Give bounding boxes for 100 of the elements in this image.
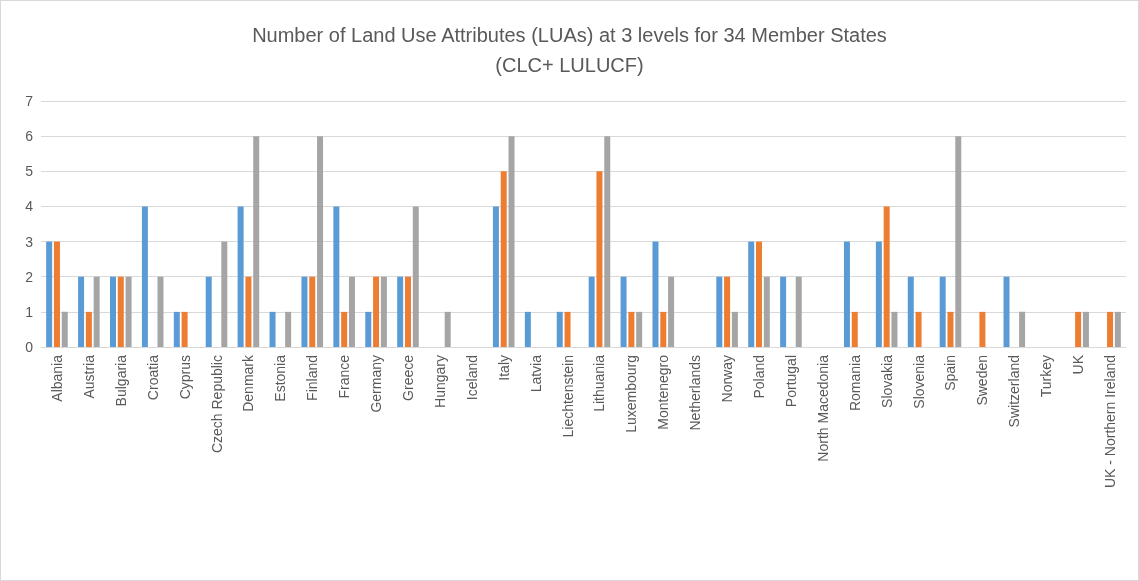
bar	[85, 311, 92, 347]
bar	[508, 136, 515, 347]
bar	[939, 276, 946, 347]
bar	[109, 276, 116, 347]
bar	[341, 311, 348, 347]
x-tick-label: Denmark	[240, 354, 257, 412]
bar	[348, 276, 355, 347]
bar	[500, 171, 507, 347]
bar	[795, 276, 802, 347]
bar	[253, 136, 260, 347]
bar	[492, 206, 499, 347]
bar	[1107, 311, 1114, 347]
bar	[883, 206, 890, 347]
bar	[955, 136, 962, 347]
y-tick-label: 7	[25, 93, 34, 109]
y-tick-label: 1	[25, 303, 34, 320]
y-tick-label: 4	[25, 198, 34, 215]
x-tick-label: Germany	[368, 355, 385, 413]
bar	[444, 311, 451, 347]
x-tick-label: North Macedonia	[814, 354, 831, 462]
y-tick-label: 3	[25, 233, 34, 250]
x-tick-label: Sweden	[974, 355, 991, 406]
x-tick-label: Lithuania	[591, 354, 608, 412]
bar	[78, 276, 85, 347]
bar	[237, 206, 244, 347]
x-tick-label: Netherlands	[687, 355, 704, 431]
x-tick-label: Bulgaria	[112, 354, 129, 407]
bar	[748, 241, 755, 347]
bar	[205, 276, 212, 347]
bar	[652, 241, 659, 347]
x-tick-label: Luxembourg	[623, 355, 640, 433]
bar	[596, 171, 603, 347]
bar	[380, 276, 387, 347]
bar	[564, 311, 571, 347]
bar	[979, 311, 986, 347]
x-tick-label: Romania	[846, 354, 863, 412]
bar	[756, 241, 763, 347]
bar	[620, 276, 627, 347]
x-tick-label: Portugal	[782, 355, 799, 408]
x-tick-label: Croatia	[144, 354, 161, 401]
y-tick-label: 6	[25, 128, 34, 145]
x-tick-label: Greece	[399, 354, 416, 401]
bar	[588, 276, 595, 347]
x-tick-label: Latvia	[527, 354, 544, 393]
bar	[404, 276, 411, 347]
x-tick-label: Iceland	[463, 355, 480, 401]
bar	[628, 311, 635, 347]
bar	[269, 311, 276, 347]
bar	[93, 276, 100, 347]
bar	[61, 311, 68, 347]
bar	[46, 241, 53, 347]
x-tick-label: UK	[1070, 354, 1087, 375]
bar	[947, 311, 954, 347]
bar	[891, 311, 898, 347]
bar	[221, 241, 228, 347]
bar	[1019, 311, 1026, 347]
bar	[780, 276, 787, 347]
bar	[173, 311, 180, 347]
x-tick-label: Finland	[304, 355, 321, 401]
bar	[157, 276, 164, 347]
bar	[524, 311, 531, 347]
bar	[125, 276, 132, 347]
y-tick-label: 5	[25, 163, 34, 180]
x-tick-label: Slovakia	[878, 354, 895, 408]
bar	[317, 136, 324, 347]
x-tick-label: Poland	[751, 355, 768, 399]
x-tick-label: Switzerland	[1006, 355, 1023, 428]
bar	[915, 311, 922, 347]
bar	[333, 206, 340, 347]
bar	[1003, 276, 1010, 347]
bar	[660, 311, 667, 347]
y-tick-label: 2	[25, 268, 34, 285]
x-tick-label: Czech Republic	[208, 355, 225, 454]
bar	[907, 276, 914, 347]
bar	[373, 276, 380, 347]
bar	[731, 311, 738, 347]
bar	[301, 276, 308, 347]
x-tick-label: Austria	[80, 354, 97, 399]
bar	[1075, 311, 1082, 347]
x-tick-label: Slovenia	[910, 354, 927, 409]
x-tick-label: France	[336, 354, 353, 399]
bar	[668, 276, 675, 347]
bar	[556, 311, 563, 347]
x-tick-label: Estonia	[272, 354, 289, 402]
bar	[181, 311, 188, 347]
bar	[141, 206, 148, 347]
bar	[716, 276, 723, 347]
x-tick-label: UK - Northern Ireland	[1102, 355, 1119, 489]
bar	[763, 276, 770, 347]
chart-title: Number of Land Use Attributes (LUAs) at 3 levels for 34 Member States (CLC+ LULUCF)	[252, 24, 887, 76]
bar	[1114, 311, 1121, 347]
bar	[843, 241, 850, 347]
bar	[636, 311, 643, 347]
bar	[397, 276, 404, 347]
bar	[1082, 311, 1089, 347]
bar	[724, 276, 731, 347]
bar	[117, 276, 124, 347]
bar	[309, 276, 316, 347]
x-tick-label: Hungary	[431, 355, 448, 408]
bar	[365, 311, 372, 347]
